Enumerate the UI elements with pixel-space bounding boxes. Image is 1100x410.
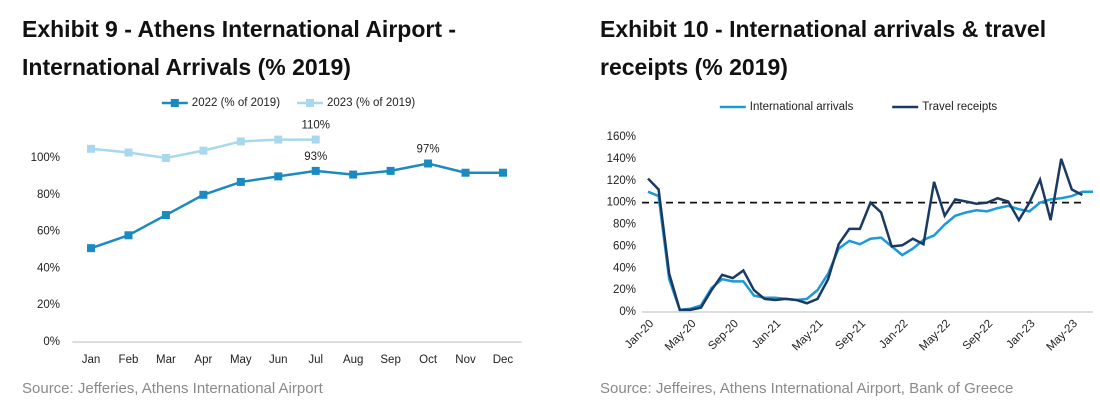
point: [236, 137, 245, 146]
point: [498, 168, 507, 177]
point: [349, 170, 358, 179]
y-tick-label: 160%: [607, 131, 636, 143]
point: [274, 172, 283, 181]
point: [311, 166, 320, 175]
y-tick-label: 0%: [619, 306, 636, 318]
point: [386, 166, 395, 175]
point: [124, 231, 133, 240]
x-tick-label: Oct: [419, 354, 438, 366]
x-tick-label: Sep-20: [706, 318, 741, 353]
point: [87, 144, 96, 153]
legend-marker: [170, 99, 179, 107]
y-tick-label: 0%: [43, 336, 60, 348]
x-tick-label: Jan: [82, 354, 101, 366]
x-tick-label: Jan-21: [750, 318, 783, 351]
y-tick-label: 20%: [37, 299, 60, 311]
x-tick-label: May-22: [917, 318, 953, 354]
y-tick-label: 80%: [37, 189, 60, 201]
legend-label: International arrivals: [750, 101, 854, 113]
source: Source: Jeffeires, Athens International …: [600, 380, 1014, 397]
data-label: 93%: [304, 151, 327, 163]
x-tick-label: Sep-22: [961, 318, 996, 353]
y-tick-label: 80%: [613, 219, 636, 231]
source: Source: Jefferies, Athens International …: [22, 380, 323, 397]
x-tick-label: Jan-20: [623, 318, 656, 351]
x-tick-label: Jun: [269, 354, 288, 366]
series-line: [90, 162, 503, 250]
x-tick-label: Aug: [343, 354, 363, 366]
x-tick-label: Nov: [455, 354, 476, 366]
point: [274, 135, 283, 144]
y-tick-label: 40%: [613, 262, 636, 274]
y-tick-label: 140%: [607, 153, 636, 165]
legend-marker: [306, 99, 314, 107]
legend-label: 2023 (% of 2019): [327, 97, 415, 109]
point: [124, 148, 133, 157]
y-tick-label: 60%: [613, 240, 636, 252]
y-tick-label: 100%: [31, 152, 60, 164]
x-tick-label: Sep-21: [833, 318, 868, 353]
data-label: 110%: [301, 120, 330, 132]
point: [87, 244, 96, 253]
y-tick-label: 120%: [607, 175, 636, 187]
y-tick-label: 40%: [37, 262, 60, 274]
point: [311, 135, 320, 144]
series-line: [647, 158, 1083, 312]
x-tick-label: Apr: [194, 354, 212, 366]
x-tick-label: Jan-23: [1004, 318, 1037, 351]
series-line: [647, 190, 1093, 312]
x-tick-label: May-23: [1044, 318, 1080, 354]
y-tick-label: 60%: [37, 226, 60, 238]
x-tick-label: Dec: [493, 354, 514, 366]
x-tick-label: May: [230, 354, 252, 366]
x-tick-label: Sep: [380, 354, 400, 366]
x-tick-label: Mar: [156, 354, 176, 366]
point: [461, 168, 470, 177]
data-label: 97%: [417, 144, 440, 156]
point: [199, 146, 208, 155]
x-tick-label: May-20: [663, 318, 699, 354]
point: [236, 177, 245, 186]
y-tick-label: 100%: [607, 197, 636, 209]
chart-title: Exhibit 10 - International arrivals & tr…: [600, 16, 1047, 80]
point: [161, 211, 170, 220]
point: [161, 154, 170, 162]
x-tick-label: Jul: [308, 354, 323, 366]
point: [424, 159, 433, 168]
x-tick-label: May-21: [790, 318, 826, 354]
chart-title: Exhibit 9 - Athens International Airport…: [22, 16, 457, 80]
y-tick-label: 20%: [613, 284, 636, 296]
point: [199, 190, 208, 199]
x-tick-label: Jan-22: [877, 318, 910, 351]
x-tick-label: Feb: [119, 354, 139, 366]
legend-label: Travel receipts: [922, 101, 997, 113]
legend-label: 2022 (% of 2019): [192, 97, 280, 109]
